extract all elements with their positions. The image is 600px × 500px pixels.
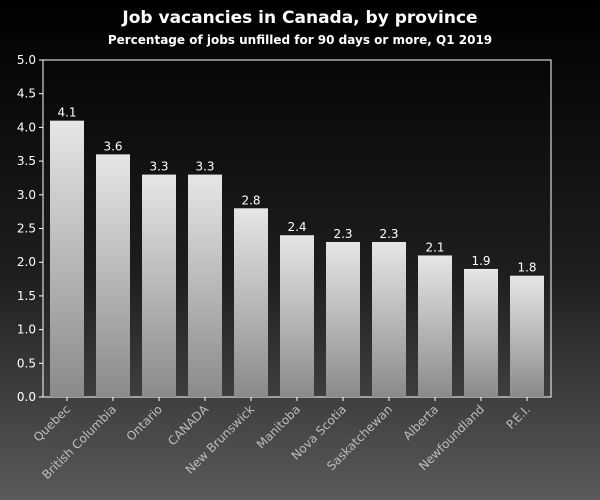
chart-title: Job vacancies in Canada, by province [122,8,478,28]
data-label: 2.4 [287,220,306,234]
data-label: 2.3 [333,227,352,241]
x-tick-label: Quebec [31,402,73,444]
data-label: 1.9 [471,254,490,268]
bar [50,120,84,397]
y-tick-label: 0.5 [17,356,36,370]
x-tick-label: Manitoba [254,402,303,451]
bar [418,255,452,397]
y-tick-label: 4.5 [17,87,36,101]
y-tick-label: 3.5 [17,154,36,168]
y-tick-label: 1.0 [17,323,36,337]
y-tick-label: 1.5 [17,289,36,303]
data-label: 2.8 [241,193,260,207]
bar [142,174,176,397]
data-label: 4.1 [57,106,76,120]
x-tick-label: Ontario [124,402,166,444]
y-tick-label: 4.0 [17,120,36,134]
bar [188,174,222,397]
bar [510,275,544,397]
data-label: 3.6 [103,139,122,153]
y-tick-label: 2.0 [17,255,36,269]
y-tick-label: 5.0 [17,53,36,67]
bar [372,241,406,397]
y-tick-label: 0.0 [17,390,36,404]
data-label: 2.3 [379,227,398,241]
data-label: 3.3 [149,160,168,174]
bar [280,235,314,397]
x-tick-label: CANADA [165,402,212,449]
y-axis: 0.0 0.5 1.0 1.5 2.0 2.5 3.0 3.5 4.0 4.5 5.0 [17,53,43,404]
data-labels: 4.1 3.6 3.3 3.3 2.8 2.4 2.3 2.3 2.1 1.9 1.8 [57,106,536,275]
x-tick-label: P.E.I. [503,402,533,432]
y-tick-label: 3.0 [17,188,36,202]
x-tick-label: Alberta [400,402,441,443]
chart-subtitle: Percentage of jobs unfilled for 90 days … [107,33,493,47]
bars [50,120,544,397]
bar [234,208,268,397]
bar [464,268,498,397]
y-tick-label: 2.5 [17,222,36,236]
data-label: 2.1 [425,240,444,254]
bar [96,154,130,397]
bar [326,241,360,397]
data-label: 3.3 [195,160,214,174]
data-label: 1.8 [517,261,536,275]
